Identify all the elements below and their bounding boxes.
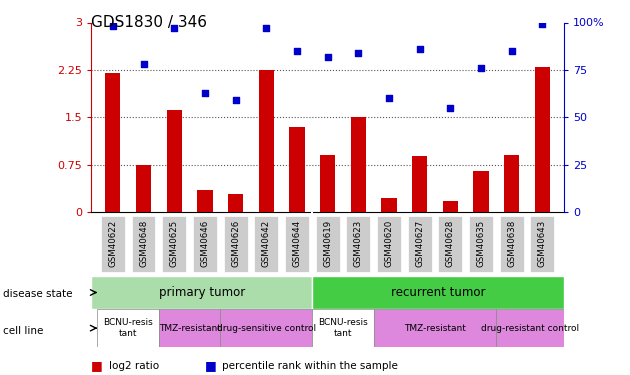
Text: cell line: cell line (3, 326, 43, 336)
Point (261, 25, 272, 31)
Bar (496, 309, 564, 347)
Text: GSM40619: GSM40619 (323, 220, 332, 267)
FancyBboxPatch shape (469, 216, 493, 272)
Bar (220, 309, 312, 347)
FancyBboxPatch shape (438, 216, 462, 272)
Bar (473, 171, 489, 212)
Bar (312, 276, 564, 309)
FancyBboxPatch shape (316, 216, 340, 272)
FancyBboxPatch shape (101, 216, 125, 272)
FancyBboxPatch shape (377, 216, 401, 272)
Bar (159, 309, 220, 347)
Text: GSM40620: GSM40620 (384, 220, 394, 267)
Bar (412, 156, 427, 212)
Point (292, 48, 302, 54)
FancyBboxPatch shape (530, 216, 554, 272)
FancyBboxPatch shape (500, 216, 524, 272)
Bar (98, 309, 159, 347)
Bar (320, 155, 335, 212)
Point (445, 105, 455, 111)
Text: GSM40623: GSM40623 (354, 220, 363, 267)
Text: GSM40644: GSM40644 (292, 220, 301, 267)
Text: GSM40648: GSM40648 (139, 220, 148, 267)
Text: GDS1830 / 346: GDS1830 / 346 (91, 15, 207, 30)
Bar (351, 117, 366, 212)
Text: GSM40638: GSM40638 (507, 220, 516, 267)
FancyBboxPatch shape (132, 216, 156, 272)
Point (108, 23, 118, 29)
Bar (374, 309, 496, 347)
Bar (258, 70, 274, 212)
Point (384, 95, 394, 101)
Bar (228, 194, 243, 212)
Text: ■: ■ (91, 359, 103, 372)
FancyBboxPatch shape (163, 216, 186, 272)
Text: GSM40646: GSM40646 (200, 220, 209, 267)
Text: GSM40627: GSM40627 (415, 220, 424, 267)
Text: percentile rank within the sample: percentile rank within the sample (222, 361, 398, 370)
Text: BCNU-resis
tant: BCNU-resis tant (318, 318, 368, 338)
Text: GSM40625: GSM40625 (169, 220, 179, 267)
Text: GSM40635: GSM40635 (476, 220, 486, 267)
Text: drug-resistant control: drug-resistant control (481, 324, 579, 333)
Point (353, 50, 364, 56)
Text: log2 ratio: log2 ratio (109, 361, 159, 370)
Bar (504, 155, 519, 212)
Text: ■: ■ (205, 359, 217, 372)
Text: GSM40622: GSM40622 (108, 220, 117, 267)
Text: primary tumor: primary tumor (159, 286, 245, 299)
Text: disease state: disease state (3, 290, 72, 299)
Text: TMZ-resistant: TMZ-resistant (404, 324, 466, 333)
Text: GSM40642: GSM40642 (261, 220, 271, 267)
FancyBboxPatch shape (346, 216, 370, 272)
Point (139, 61, 149, 67)
Bar (197, 190, 212, 212)
FancyBboxPatch shape (255, 216, 278, 272)
Text: TMZ-resistant: TMZ-resistant (159, 324, 220, 333)
Text: GSM40643: GSM40643 (538, 220, 547, 267)
Point (476, 65, 486, 71)
Bar (381, 198, 397, 212)
Text: drug-sensitive control: drug-sensitive control (217, 324, 316, 333)
Point (231, 97, 241, 103)
Point (537, 21, 547, 27)
Text: BCNU-resis
tant: BCNU-resis tant (103, 318, 153, 338)
Point (323, 54, 333, 60)
Bar (105, 73, 120, 212)
Point (507, 48, 517, 54)
Point (200, 90, 210, 96)
Text: GSM40628: GSM40628 (446, 220, 455, 267)
Bar (312, 309, 374, 347)
FancyBboxPatch shape (193, 216, 217, 272)
Bar (166, 110, 182, 212)
FancyBboxPatch shape (224, 216, 248, 272)
FancyBboxPatch shape (285, 216, 309, 272)
Bar (443, 201, 458, 212)
Bar (91, 276, 312, 309)
Bar (289, 127, 304, 212)
Point (169, 25, 179, 31)
Bar (136, 165, 151, 212)
Bar (535, 67, 550, 212)
Text: GSM40626: GSM40626 (231, 220, 240, 267)
Point (415, 46, 425, 52)
Text: recurrent tumor: recurrent tumor (391, 286, 485, 299)
FancyBboxPatch shape (408, 216, 432, 272)
